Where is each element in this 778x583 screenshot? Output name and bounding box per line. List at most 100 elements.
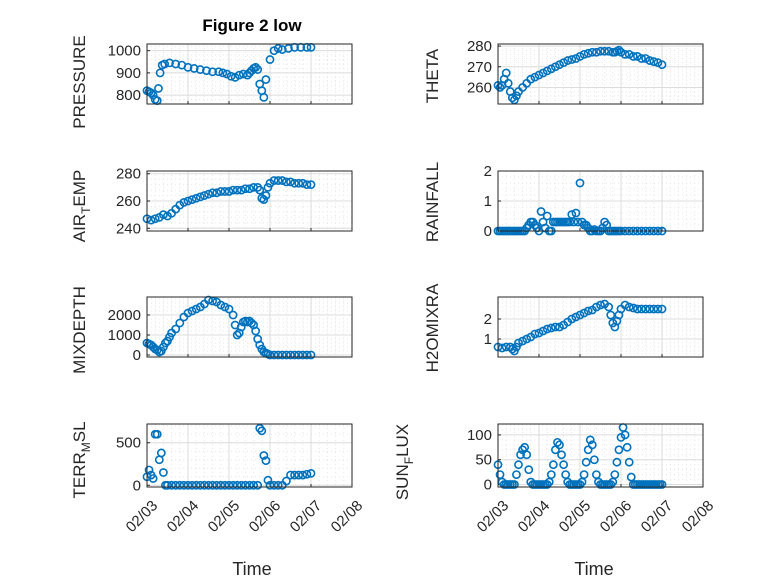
- axes-box: [146, 43, 353, 105]
- data-point: [637, 304, 646, 314]
- data-point: [251, 326, 261, 336]
- data-point: [302, 350, 312, 360]
- data-point: [277, 350, 287, 360]
- data-point: [158, 210, 168, 220]
- data-point: [589, 455, 599, 465]
- ylabel-terr-msl: TERRMSL: [70, 421, 93, 498]
- xtick-label: 02/05: [205, 497, 244, 536]
- xtick-label: 02/05: [556, 497, 595, 536]
- data-point: [265, 350, 275, 360]
- data-point: [628, 52, 638, 61]
- data-point: [302, 180, 312, 190]
- ytick-label: 50: [475, 452, 492, 469]
- data-point: [592, 302, 601, 312]
- data-point: [294, 350, 304, 360]
- data-point: [622, 442, 632, 452]
- data-point: [298, 470, 308, 480]
- ytick-label: 0: [133, 477, 141, 494]
- data-point: [514, 338, 523, 348]
- data-point: [645, 304, 655, 314]
- data-point: [620, 300, 630, 310]
- data-point: [224, 480, 234, 490]
- data-point: [298, 350, 308, 360]
- panel-7: 0 50 100 02/03 02/04 02/05 02/06 02/07 02/08: [467, 423, 717, 536]
- data-point: [649, 57, 659, 66]
- ytick-label: 0: [484, 477, 492, 494]
- data-point: [567, 210, 577, 219]
- data-point: [175, 318, 185, 328]
- panel-6: 0 500 02/03 02/04 02/05 02/06 02/07 02/08: [116, 423, 366, 536]
- ytick-label: 1000: [108, 43, 141, 60]
- data-point: [273, 480, 283, 490]
- data-point: [510, 480, 519, 489]
- data-point: [238, 69, 248, 79]
- data-point: [645, 56, 655, 65]
- data-point: [273, 350, 283, 360]
- data-point: [183, 480, 193, 490]
- ytick-label: 1000: [108, 327, 141, 344]
- data-point: [163, 480, 172, 490]
- xtick-label: 02/06: [597, 497, 636, 536]
- xtick-label: 02/07: [287, 497, 326, 536]
- data-point: [183, 196, 193, 206]
- data-point: [251, 62, 261, 72]
- data-point: [204, 189, 213, 199]
- ytick-label: 2: [484, 163, 492, 180]
- ytick-label: 500: [116, 435, 141, 452]
- data-point: [641, 304, 650, 314]
- data-point: [273, 176, 283, 185]
- data-point: [269, 350, 279, 360]
- data-point: [212, 188, 222, 198]
- data-point: [171, 480, 181, 490]
- ytick-label: 260: [116, 193, 141, 210]
- data-point: [232, 185, 242, 195]
- xtick-label: 02/04: [164, 497, 203, 536]
- data-point: [604, 302, 614, 312]
- data-point: [286, 470, 295, 480]
- axes-box: [497, 43, 704, 105]
- data-point: [553, 437, 562, 447]
- data-point: [581, 457, 591, 467]
- data-point: [565, 217, 575, 227]
- data-point: [587, 47, 597, 57]
- data-point: [228, 185, 238, 195]
- data-point: [571, 312, 581, 322]
- data-point: [195, 480, 205, 490]
- panel-5: 12: [484, 296, 704, 358]
- series-points: [493, 45, 667, 105]
- data-point: [302, 469, 312, 479]
- xlabel-right: Time: [574, 559, 613, 579]
- data-point: [236, 480, 246, 490]
- data-point: [510, 95, 519, 105]
- data-point: [234, 70, 244, 80]
- data-point: [212, 480, 222, 490]
- ylabel-pressure: PRESSURE: [70, 35, 89, 129]
- data-point: [228, 310, 238, 320]
- data-point: [204, 295, 213, 305]
- data-point: [187, 480, 197, 490]
- data-point: [614, 45, 624, 55]
- xlabel-left: Time: [232, 559, 271, 579]
- ytick-label: 2: [484, 311, 492, 328]
- ytick-label: 1: [484, 331, 492, 348]
- ytick-label: 900: [116, 65, 141, 82]
- data-point: [257, 426, 267, 436]
- data-point: [600, 46, 609, 56]
- data-point: [144, 465, 154, 475]
- series-points: [493, 299, 667, 356]
- data-point: [516, 450, 525, 460]
- data-point: [220, 480, 230, 490]
- data-point: [518, 336, 527, 346]
- data-point: [165, 58, 174, 68]
- data-point: [187, 306, 197, 316]
- series-points: [493, 423, 667, 489]
- data-point: [653, 304, 663, 314]
- data-point: [199, 191, 209, 200]
- data-point: [261, 75, 271, 84]
- data-point: [191, 193, 201, 203]
- data-point: [255, 185, 265, 195]
- ylabel-rainfall: RAINFALL: [423, 162, 442, 242]
- data-point: [546, 323, 556, 333]
- ytick-label: 100: [467, 427, 492, 444]
- data-point: [216, 187, 226, 196]
